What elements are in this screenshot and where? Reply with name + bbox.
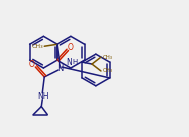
Text: H: H [72, 59, 77, 65]
Text: N: N [66, 58, 72, 67]
Text: O: O [28, 60, 34, 68]
Text: N: N [57, 64, 63, 72]
Text: CH₃: CH₃ [103, 68, 113, 73]
Text: O: O [68, 43, 74, 52]
Text: NH: NH [37, 92, 49, 101]
Text: CH₃: CH₃ [31, 44, 43, 49]
Text: CH₃: CH₃ [103, 55, 113, 60]
